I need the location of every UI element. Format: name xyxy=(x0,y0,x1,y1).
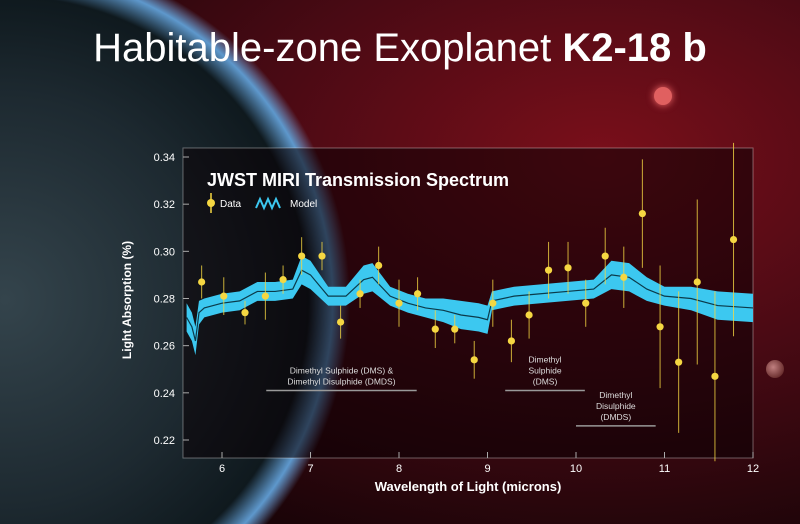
x-tick-label: 11 xyxy=(659,463,670,475)
data-point xyxy=(729,235,738,244)
data-point xyxy=(261,292,269,300)
red-dwarf-star xyxy=(654,87,672,105)
legend-data-marker xyxy=(207,199,215,207)
annotation-text: Disulphide xyxy=(596,401,636,411)
data-point xyxy=(620,273,628,281)
data-point xyxy=(241,309,249,317)
x-tick-label: 6 xyxy=(219,463,225,475)
legend-model-label: Model xyxy=(290,199,317,210)
x-tick-label: 7 xyxy=(307,463,313,475)
legend-model-icon xyxy=(255,196,281,211)
data-point xyxy=(220,292,228,300)
annotation-text: (DMS) xyxy=(533,376,558,386)
data-point xyxy=(298,252,306,260)
data-point xyxy=(198,278,206,286)
data-point xyxy=(656,323,664,331)
data-point xyxy=(375,261,383,270)
annotation-text: Dimethyl xyxy=(528,354,561,364)
annotation-text: Dimethyl Sulphide (DMS) & xyxy=(290,365,394,375)
annotation-text: Dimethyl xyxy=(599,390,632,400)
data-point xyxy=(675,358,683,366)
data-point xyxy=(693,278,701,286)
data-point xyxy=(395,299,403,307)
data-point xyxy=(582,299,590,307)
legend-data-label: Data xyxy=(220,199,242,210)
y-axis-label: Light Absorption (%) xyxy=(120,241,134,359)
data-point xyxy=(336,318,345,326)
annotation-text: Dimethyl Disulphide (DMDS) xyxy=(287,376,395,386)
y-tick-label: 0.22 xyxy=(154,435,175,447)
x-tick-label: 10 xyxy=(570,463,582,475)
data-point xyxy=(279,276,287,284)
small-planet xyxy=(766,360,784,378)
y-tick-label: 0.28 xyxy=(154,294,175,306)
x-tick-label: 8 xyxy=(396,463,402,475)
x-tick-label: 12 xyxy=(747,463,759,475)
data-point xyxy=(544,266,553,274)
x-axis-label: Wavelength of Light (microns) xyxy=(375,479,562,494)
data-point xyxy=(470,356,478,364)
title-planet-name: K2-18 b xyxy=(562,26,707,70)
y-tick-label: 0.24 xyxy=(154,388,175,400)
x-tick-label: 9 xyxy=(484,463,490,475)
data-point xyxy=(711,372,719,380)
y-tick-label: 0.26 xyxy=(154,341,175,353)
y-tick-label: 0.32 xyxy=(154,199,175,211)
legend: Data Model xyxy=(207,193,317,213)
data-point xyxy=(489,299,497,307)
data-point xyxy=(451,325,459,333)
data-point xyxy=(318,252,326,260)
data-point xyxy=(356,290,364,298)
y-tick-label: 0.34 xyxy=(154,152,175,164)
chart-title: JWST MIRI Transmission Spectrum xyxy=(207,170,509,190)
data-point xyxy=(525,311,533,319)
data-point xyxy=(638,210,646,218)
page-title: Habitable-zone Exoplanet K2-18 b xyxy=(20,26,780,71)
data-point xyxy=(564,264,572,272)
data-point xyxy=(413,290,422,298)
data-point xyxy=(507,337,515,345)
title-light: Habitable-zone Exoplanet xyxy=(93,26,563,70)
model-band xyxy=(186,256,754,356)
y-tick-label: 0.30 xyxy=(154,246,175,258)
annotation-text: (DMDS) xyxy=(600,412,631,422)
data-point xyxy=(431,325,439,333)
model-line xyxy=(186,269,754,342)
annotation-text: Sulphide xyxy=(528,365,561,375)
data-point xyxy=(601,252,609,260)
